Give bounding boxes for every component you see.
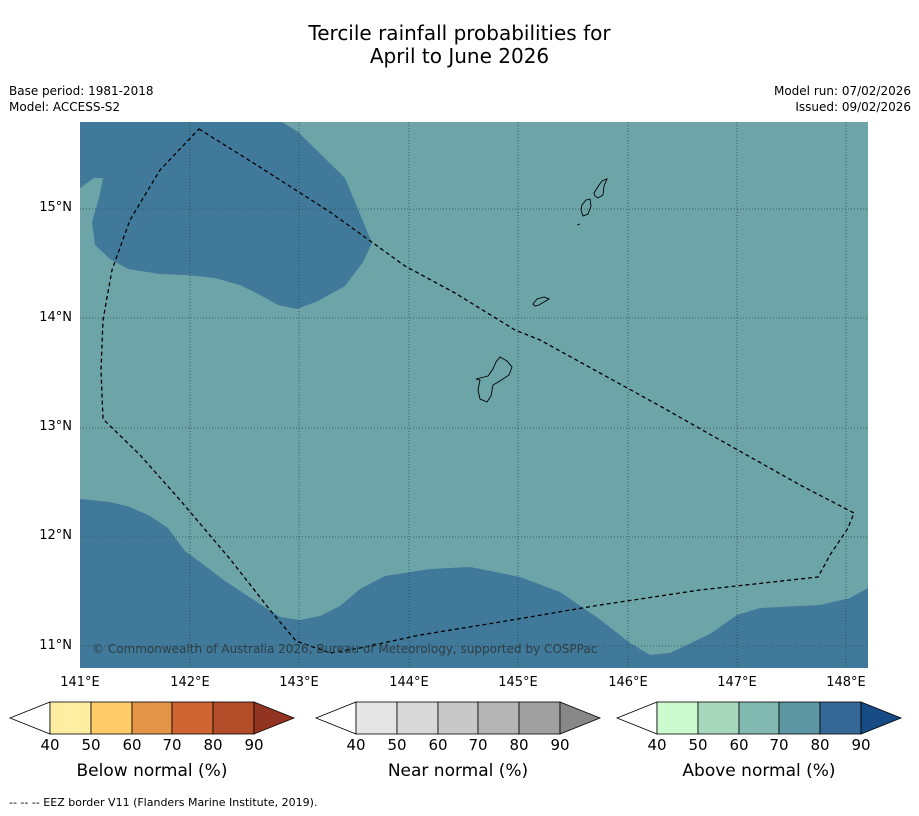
island-saipan	[593, 178, 608, 199]
colorbar-label-below-normal: Below normal (%)	[76, 761, 228, 781]
cbar-above-50-60	[697, 701, 740, 735]
tick-above-40: 40	[647, 736, 667, 754]
cbar-above-60-70	[738, 701, 780, 735]
cbar-below-80-90	[212, 701, 255, 735]
lon-label-144e: 144°E	[389, 675, 429, 690]
cbar-near-under	[314, 701, 357, 735]
run-info: Model run: 07/02/2026 Issued: 09/02/2026	[774, 83, 911, 115]
cbar-above-40-50	[656, 701, 699, 735]
cbar-below-50-60	[90, 701, 133, 735]
cbar-above-under	[615, 701, 658, 735]
tick-above-70: 70	[769, 736, 789, 754]
probability-80-90-region-north	[80, 122, 372, 309]
cbar-below-60-70	[131, 701, 173, 735]
model-name: Model: ACCESS-S2	[9, 100, 121, 114]
cbar-near-60-70	[437, 701, 479, 735]
lat-label-14n: 14°N	[39, 310, 72, 325]
island-tinian	[580, 198, 592, 217]
legend-colorbars	[8, 701, 903, 735]
title-line-1: Tercile rainfall probabilities for	[308, 21, 611, 45]
tick-near-70: 70	[468, 736, 488, 754]
tick-near-50: 50	[387, 736, 407, 754]
tick-below-80: 80	[203, 736, 223, 754]
tick-above-80: 80	[810, 736, 830, 754]
island-guam	[475, 356, 513, 403]
colorbar-label-near-normal: Near normal (%)	[387, 761, 529, 781]
cbar-below-70-80	[171, 701, 214, 735]
tick-above-90: 90	[851, 736, 871, 754]
cbar-above-over	[860, 701, 903, 735]
tick-below-40: 40	[40, 736, 60, 754]
graticule	[80, 122, 868, 668]
copyright-text: © Commonwealth of Australia 2026, Bureau…	[92, 642, 597, 656]
lat-label-13n: 13°N	[39, 419, 72, 434]
cbar-near-70-80	[477, 701, 520, 735]
cbar-below-over	[253, 701, 296, 735]
lon-label-148e: 148°E	[826, 675, 866, 690]
colorbar-near-normal	[314, 701, 602, 735]
tick-below-50: 50	[81, 736, 101, 754]
tick-above-60: 60	[729, 736, 749, 754]
title-line-2: April to June 2026	[369, 44, 550, 68]
issued-date: Issued: 09/02/2026	[795, 100, 911, 114]
island-rota	[532, 296, 551, 307]
map[interactable]: © Commonwealth of Australia 2026, Bureau…	[0, 0, 919, 700]
cbar-above-70-80	[778, 701, 821, 735]
eez-border	[100, 128, 855, 654]
tick-near-90: 90	[550, 736, 570, 754]
model-info: Base period: 1981-2018 Model: ACCESS-S2	[9, 83, 154, 115]
colorbar-label-above-normal: Above normal (%)	[682, 761, 836, 781]
lat-label-11n: 11°N	[39, 638, 72, 653]
eez-border-note: -- -- -- EEZ border V11 (Flanders Marine…	[9, 796, 318, 809]
tick-below-60: 60	[122, 736, 142, 754]
lat-label-15n: 15°N	[39, 200, 72, 215]
base-period: Base period: 1981-2018	[9, 84, 154, 98]
cbar-near-40-50	[355, 701, 398, 735]
chart-title: Tercile rainfall probabilities for April…	[0, 22, 919, 68]
tick-near-80: 80	[509, 736, 529, 754]
islands	[475, 178, 608, 403]
tick-above-50: 50	[688, 736, 708, 754]
cbar-below-under	[8, 701, 51, 735]
colorbar-below-normal	[8, 701, 296, 735]
cbar-near-over	[559, 701, 602, 735]
cbar-above-80-90	[819, 701, 862, 735]
probability-80-90-region-south	[80, 499, 868, 668]
lon-label-145e: 145°E	[498, 675, 538, 690]
cbar-near-80-90	[518, 701, 561, 735]
model-run-date: Model run: 07/02/2026	[773, 84, 911, 98]
lon-label-142e: 142°E	[170, 675, 210, 690]
lon-label-147e: 147°E	[717, 675, 757, 690]
cbar-near-50-60	[396, 701, 439, 735]
tick-below-90: 90	[244, 736, 264, 754]
island-aguijan	[576, 223, 581, 226]
lon-label-141e: 141°E	[60, 675, 100, 690]
tick-near-40: 40	[346, 736, 366, 754]
tick-near-60: 60	[428, 736, 448, 754]
tick-below-70: 70	[162, 736, 182, 754]
lon-label-146e: 146°E	[608, 675, 648, 690]
cbar-below-40-50	[49, 701, 92, 735]
lon-label-143e: 143°E	[279, 675, 319, 690]
colorbar-above-normal	[615, 701, 903, 735]
lat-label-12n: 12°N	[39, 528, 72, 543]
